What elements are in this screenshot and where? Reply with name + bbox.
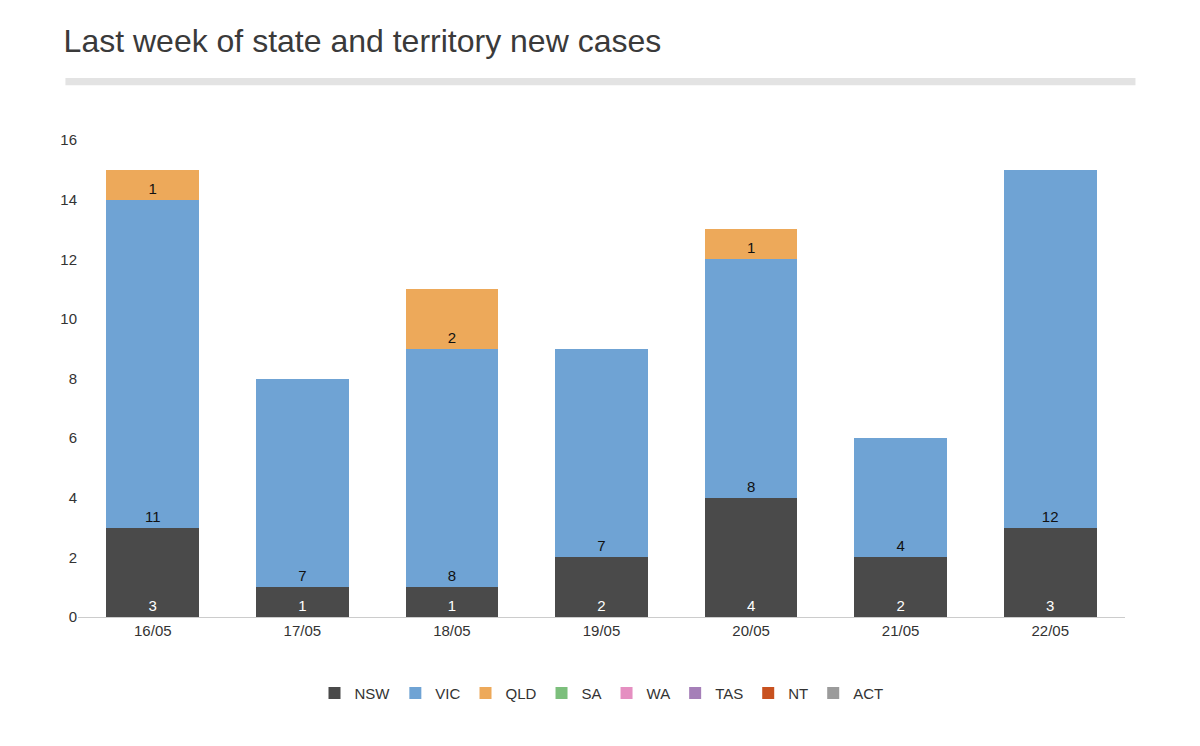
- svg-text:WA: WA: [647, 685, 671, 702]
- svg-text:TAS: TAS: [715, 685, 743, 702]
- svg-text:8: 8: [448, 567, 456, 584]
- svg-text:SA: SA: [582, 685, 602, 702]
- svg-text:18/05: 18/05: [433, 622, 471, 639]
- svg-text:19/05: 19/05: [583, 622, 621, 639]
- svg-text:Last week of state and territo: Last week of state and territory new cas…: [64, 23, 662, 59]
- svg-text:7: 7: [298, 567, 306, 584]
- svg-text:16: 16: [60, 131, 77, 148]
- svg-text:4: 4: [747, 597, 755, 614]
- svg-text:2: 2: [448, 329, 456, 346]
- svg-text:12: 12: [60, 251, 77, 268]
- svg-text:6: 6: [69, 429, 77, 446]
- svg-text:17/05: 17/05: [284, 622, 322, 639]
- svg-text:QLD: QLD: [506, 685, 537, 702]
- svg-text:16/05: 16/05: [134, 622, 172, 639]
- svg-text:NSW: NSW: [355, 685, 391, 702]
- svg-text:3: 3: [149, 597, 157, 614]
- svg-text:8: 8: [69, 370, 77, 387]
- svg-text:12: 12: [1042, 508, 1059, 525]
- svg-text:ACT: ACT: [853, 685, 883, 702]
- svg-text:7: 7: [597, 537, 605, 554]
- svg-text:2: 2: [896, 597, 904, 614]
- svg-text:22/05: 22/05: [1031, 622, 1069, 639]
- svg-text:8: 8: [747, 478, 755, 495]
- svg-text:3: 3: [1046, 597, 1054, 614]
- svg-text:1: 1: [298, 597, 306, 614]
- svg-text:4: 4: [896, 537, 904, 554]
- svg-text:VIC: VIC: [435, 685, 460, 702]
- svg-text:0: 0: [69, 608, 77, 625]
- svg-text:14: 14: [60, 191, 77, 208]
- svg-text:4: 4: [69, 489, 77, 506]
- svg-text:1: 1: [448, 597, 456, 614]
- svg-text:2: 2: [69, 549, 77, 566]
- svg-text:21/05: 21/05: [882, 622, 920, 639]
- svg-text:NT: NT: [788, 685, 808, 702]
- svg-text:1: 1: [747, 239, 755, 256]
- svg-text:10: 10: [60, 310, 77, 327]
- svg-text:20/05: 20/05: [732, 622, 770, 639]
- svg-text:11: 11: [145, 508, 161, 525]
- svg-text:1: 1: [149, 180, 157, 197]
- svg-text:2: 2: [597, 597, 605, 614]
